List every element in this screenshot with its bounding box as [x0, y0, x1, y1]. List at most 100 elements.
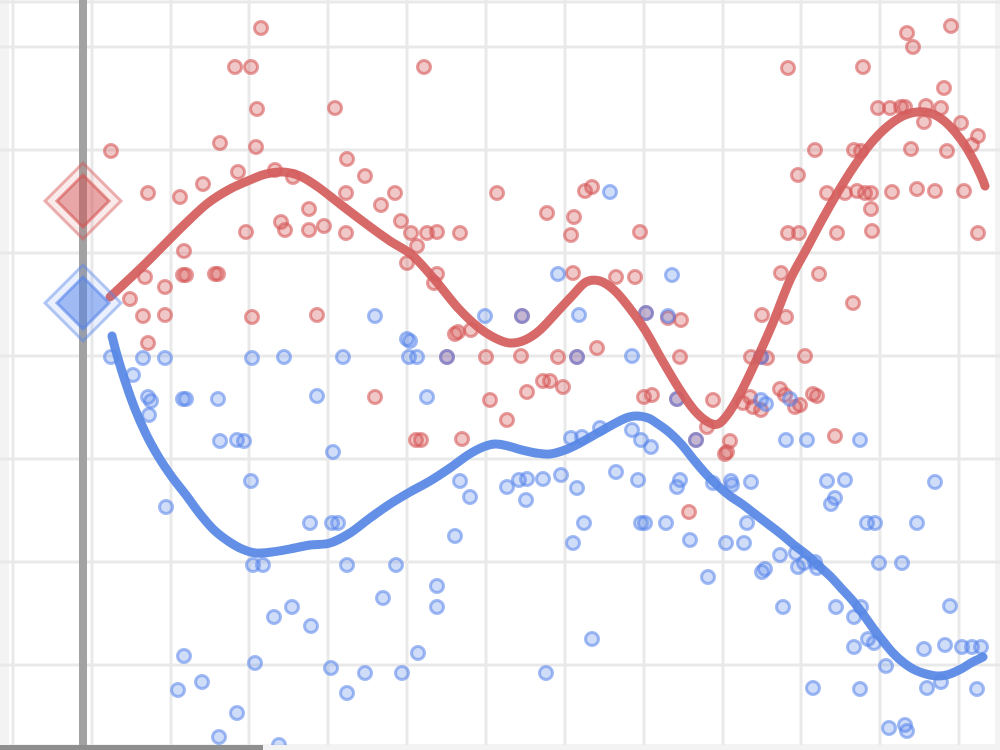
red-series-point [429, 224, 445, 240]
scrollbar-thumb[interactable] [0, 745, 263, 750]
red-series-point [253, 20, 269, 36]
blue-series-point [778, 432, 794, 448]
blue-series-point [335, 349, 351, 365]
red-series-point [797, 348, 813, 364]
red-series-point [672, 349, 688, 365]
red-series-point [373, 197, 389, 213]
blue-series-point [909, 515, 925, 531]
red-series-point [207, 266, 223, 282]
red-series-point [357, 168, 373, 184]
red-series-point [103, 143, 119, 159]
red-series-point [903, 141, 919, 157]
blue-series-point [775, 599, 791, 615]
blue-series-point [805, 680, 821, 696]
red-series-point [403, 225, 419, 241]
red-series-point [773, 265, 789, 281]
red-series-point [863, 201, 879, 217]
blue-series-point [409, 349, 425, 365]
blue-series-point [969, 681, 985, 697]
red-series-point [953, 115, 969, 131]
red-series-point [632, 224, 648, 240]
blue-series-point [916, 641, 932, 657]
blue-series-point [247, 655, 263, 671]
red-series-point [916, 114, 932, 130]
red-series-point [589, 340, 605, 356]
blue-series-point [867, 515, 883, 531]
blue-series-point [664, 267, 680, 283]
blue-series-point [630, 472, 646, 488]
blue-series-point [367, 308, 383, 324]
red-series-point [499, 412, 515, 428]
red-series-point [909, 181, 925, 197]
blue-series-point [638, 305, 654, 321]
red-series-point [673, 312, 689, 328]
blue-series-point [669, 479, 685, 495]
red-series-point [238, 224, 254, 240]
red-series-point [367, 389, 383, 405]
blue-series-point [852, 681, 868, 697]
red-series-point [172, 189, 188, 205]
blue-series-point [452, 473, 468, 489]
blue-series-point [942, 598, 958, 614]
red-series-point [905, 39, 921, 55]
red-series-point [416, 59, 432, 75]
red-series-point [339, 151, 355, 167]
red-series-point [140, 185, 156, 201]
blue-series-point [284, 599, 300, 615]
red-series-point [644, 387, 660, 403]
blue-series-point [550, 266, 566, 282]
red-series-point [956, 183, 972, 199]
blue-series-point [878, 658, 894, 674]
red-series-point [513, 348, 529, 364]
red-series-point [301, 201, 317, 217]
red-series-point [249, 101, 265, 117]
blue-series-point [170, 682, 186, 698]
blue-series-point [514, 308, 530, 324]
red-series-point [273, 214, 289, 230]
red-series-point [140, 335, 156, 351]
blue-series-point [782, 391, 798, 407]
blue-series-point [402, 333, 418, 349]
red-series-point [855, 59, 871, 75]
red-series-point [157, 279, 173, 295]
blue-series-point [718, 535, 734, 551]
blue-series-point [535, 471, 551, 487]
blue-series-point [266, 609, 282, 625]
red-series-point [829, 225, 845, 241]
red-series-point [681, 504, 697, 520]
blue-series-point [419, 389, 435, 405]
blue-series-point [135, 350, 151, 366]
blue-series-point [819, 473, 835, 489]
red-series-point [566, 209, 582, 225]
blue-series-point [688, 432, 704, 448]
blue-series-point [569, 480, 585, 496]
blue-series-point [375, 590, 391, 606]
red-series-point [178, 267, 194, 283]
blue-series-point [439, 349, 455, 365]
blue-series-point [758, 396, 774, 412]
blue-series-point [852, 432, 868, 448]
blue-series-point [799, 432, 815, 448]
red-series-point [230, 164, 246, 180]
blue-series-point [141, 407, 157, 423]
blue-series-point [309, 388, 325, 404]
red-series-point [122, 291, 138, 307]
blue-series-point [569, 349, 585, 365]
blue-series-point [871, 555, 887, 571]
blue-series-point [394, 665, 410, 681]
blue-series-point [919, 680, 935, 696]
blue-series-point [211, 729, 227, 745]
blue-series-point [571, 307, 587, 323]
blue-series-point [176, 648, 192, 664]
blue-series-point [429, 599, 445, 615]
blue-series-point [303, 618, 319, 634]
scrollbar-track [0, 745, 1000, 750]
red-series-point [791, 225, 807, 241]
red-series-point [827, 428, 843, 444]
blue-series-point [682, 532, 698, 548]
red-series-point [555, 379, 571, 395]
blue-series-point [565, 535, 581, 551]
blue-series-point [212, 433, 228, 449]
blue-series-point [499, 479, 515, 495]
blue-series-point [576, 515, 592, 531]
